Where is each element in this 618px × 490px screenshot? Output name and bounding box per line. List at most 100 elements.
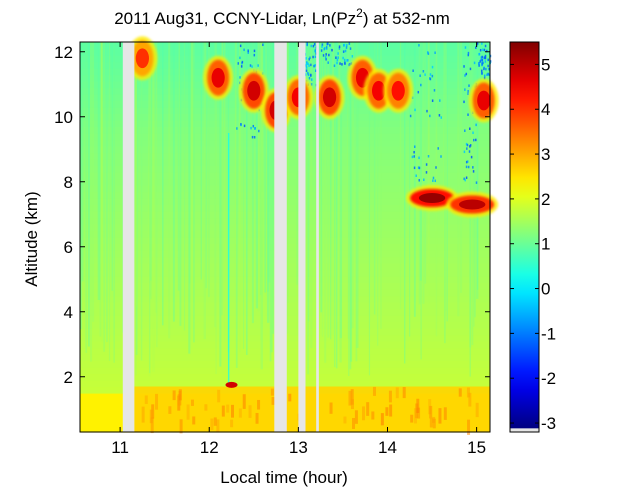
data-gap xyxy=(122,42,135,432)
boundary-layer-plume xyxy=(372,386,376,396)
profile-streak xyxy=(255,42,258,309)
noise-speck xyxy=(480,56,483,59)
noise-speck xyxy=(310,44,312,48)
profile-streak xyxy=(445,42,447,312)
profile-streak xyxy=(348,42,350,376)
noise-speck xyxy=(486,73,488,77)
noise-speck xyxy=(427,154,430,158)
noise-speck xyxy=(440,155,442,158)
noise-speck xyxy=(431,74,434,78)
boundary-layer-plume xyxy=(210,418,214,431)
noise-speck xyxy=(434,51,436,55)
colorbar-tick-label: 5 xyxy=(541,55,550,74)
profile-streak xyxy=(235,42,238,368)
boundary-layer-plume xyxy=(385,407,389,416)
profile-streak xyxy=(148,42,151,377)
profile-streak xyxy=(267,42,270,323)
noise-speck xyxy=(342,50,345,53)
noise-speck xyxy=(468,84,470,87)
noise-speck xyxy=(480,59,482,62)
noise-speck xyxy=(465,142,468,146)
noise-speck xyxy=(411,155,414,159)
noise-speck xyxy=(345,46,348,49)
profile-streak xyxy=(87,42,90,347)
profile-streak xyxy=(149,42,151,374)
noise-speck xyxy=(327,61,329,64)
x-tick-label: 14 xyxy=(378,438,397,457)
data-gap xyxy=(316,42,319,432)
noise-speck xyxy=(425,163,428,166)
boundary-layer-plume xyxy=(395,387,399,399)
boundary-layer-plume xyxy=(190,399,194,406)
boundary-layer-plume xyxy=(172,390,176,401)
cirrus-core xyxy=(135,48,149,69)
noise-speck xyxy=(482,61,484,65)
profile-streak xyxy=(103,42,106,352)
profile-streak xyxy=(188,42,191,354)
boundary-layer-plume xyxy=(216,419,220,432)
profile-streak xyxy=(219,42,222,367)
boundary-layer-plume xyxy=(468,392,472,407)
noise-speck xyxy=(475,123,477,127)
profile-streak xyxy=(155,42,157,313)
profile-streak xyxy=(172,42,175,322)
profile-streak xyxy=(267,42,269,292)
boundary-layer-plume xyxy=(271,397,275,405)
profile-streak xyxy=(156,42,158,348)
noise-speck xyxy=(468,150,471,153)
x-tick-label: 12 xyxy=(200,438,219,457)
profile-streak xyxy=(179,42,182,326)
noise-speck xyxy=(308,76,311,80)
profile-streak xyxy=(380,42,382,329)
noise-speck xyxy=(307,73,310,76)
noise-speck xyxy=(338,45,341,48)
boundary-layer-plume xyxy=(389,404,393,417)
boundary-layer-plume xyxy=(226,404,230,413)
boundary-layer-plume xyxy=(432,418,436,429)
x-axis-label: Local time (hour) xyxy=(220,468,348,487)
boundary-layer-plume xyxy=(255,412,259,424)
noise-speck xyxy=(439,99,441,102)
noise-speck xyxy=(418,179,420,182)
noise-speck xyxy=(307,72,309,75)
boundary-layer-plume xyxy=(150,417,154,434)
profile-streak xyxy=(149,42,152,300)
noise-speck xyxy=(348,63,350,67)
noise-speck xyxy=(413,166,416,170)
colorbar-gradient-bar xyxy=(510,42,539,429)
profile-streak xyxy=(135,42,138,355)
noise-speck xyxy=(240,65,243,68)
profile-streak xyxy=(269,42,272,362)
profile-streak xyxy=(193,42,195,343)
noise-speck xyxy=(465,165,468,169)
noise-speck xyxy=(478,53,480,56)
profile-streak xyxy=(108,42,111,362)
profile-streak xyxy=(224,42,226,343)
noise-speck xyxy=(335,56,337,59)
noise-speck xyxy=(466,147,468,150)
noise-speck xyxy=(310,63,312,67)
profile-streak xyxy=(149,42,152,281)
noise-speck xyxy=(420,83,422,87)
noise-speck xyxy=(312,44,315,48)
boundary-layer-plume xyxy=(168,406,172,414)
profile-streak xyxy=(214,42,216,327)
profile-streak xyxy=(338,42,340,341)
noise-speck xyxy=(481,48,484,51)
noise-speck xyxy=(485,67,487,71)
noise-speck xyxy=(464,46,467,49)
profile-streak xyxy=(215,42,217,375)
noise-speck xyxy=(239,56,241,60)
noise-speck xyxy=(414,108,416,112)
noise-speck xyxy=(484,60,487,63)
boundary-layer-plume xyxy=(366,402,370,416)
profile-streak xyxy=(339,42,342,363)
colorbar-tick-label: -2 xyxy=(541,369,556,388)
noise-speck xyxy=(479,48,482,52)
noise-speck xyxy=(487,64,489,68)
noise-speck xyxy=(310,73,312,77)
noise-speck xyxy=(328,53,330,57)
noise-speck xyxy=(327,42,329,45)
profile-streak xyxy=(327,42,330,338)
noise-speck xyxy=(254,127,256,130)
